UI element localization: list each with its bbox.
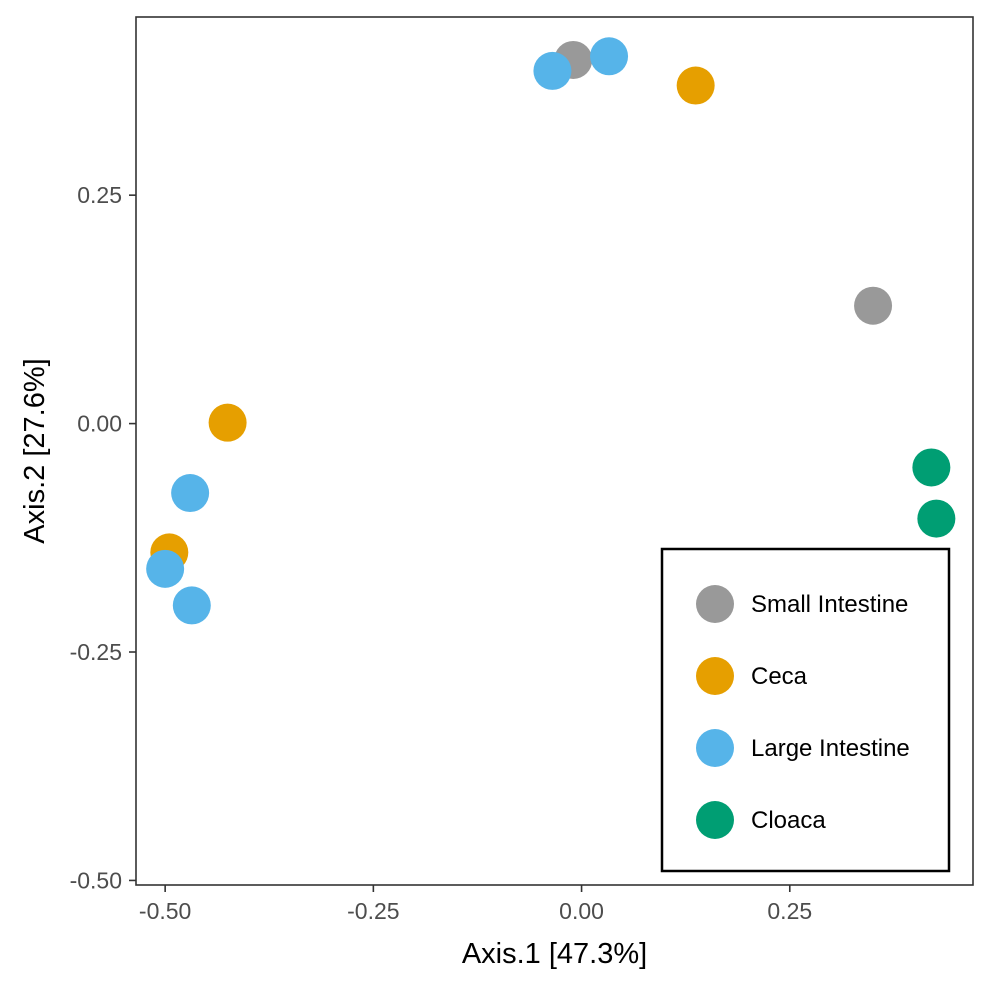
point-small-intestine	[854, 286, 893, 325]
legend-label-cloaca: Cloaca	[751, 807, 826, 834]
legend: Small Intestine Ceca Large Intestine Cloaca	[660, 547, 951, 873]
legend-swatch-ceca	[696, 657, 734, 695]
point-large-intestine	[533, 51, 572, 90]
x-axis-title: Axis.1 [47.3%]	[462, 938, 647, 970]
point-cloaca	[917, 499, 956, 538]
data-points	[146, 37, 956, 625]
y-tick-label: 0.25	[77, 182, 122, 208]
y-axis-title: Axis.2 [27.6%]	[19, 358, 51, 543]
point-large-intestine	[590, 37, 629, 76]
x-tick-label: -0.25	[347, 898, 399, 924]
legend-label-ceca: Ceca	[751, 663, 808, 690]
point-large-intestine	[146, 549, 185, 588]
point-ceca	[676, 66, 715, 105]
y-tick-label: -0.25	[70, 639, 122, 665]
point-cloaca	[912, 448, 951, 487]
legend-label-large-intestine: Large Intestine	[751, 735, 910, 762]
point-large-intestine	[172, 586, 211, 625]
x-tick-label: -0.50	[139, 898, 191, 924]
point-large-intestine	[171, 474, 210, 513]
legend-swatch-large-intestine	[696, 729, 734, 767]
axis-ticks: -0.50 -0.25 0.00 0.25 -0.50 -0.25 0.00 0.25	[70, 182, 813, 924]
y-tick-label: -0.50	[70, 867, 122, 893]
point-ceca	[208, 403, 247, 442]
legend-swatch-cloaca	[696, 801, 734, 839]
legend-swatch-small-intestine	[696, 585, 734, 623]
x-tick-label: 0.00	[559, 898, 604, 924]
plot-border	[135, 16, 974, 886]
y-tick-label: 0.00	[77, 411, 122, 437]
x-tick-label: 0.25	[767, 898, 812, 924]
legend-label-small-intestine: Small Intestine	[751, 591, 908, 618]
